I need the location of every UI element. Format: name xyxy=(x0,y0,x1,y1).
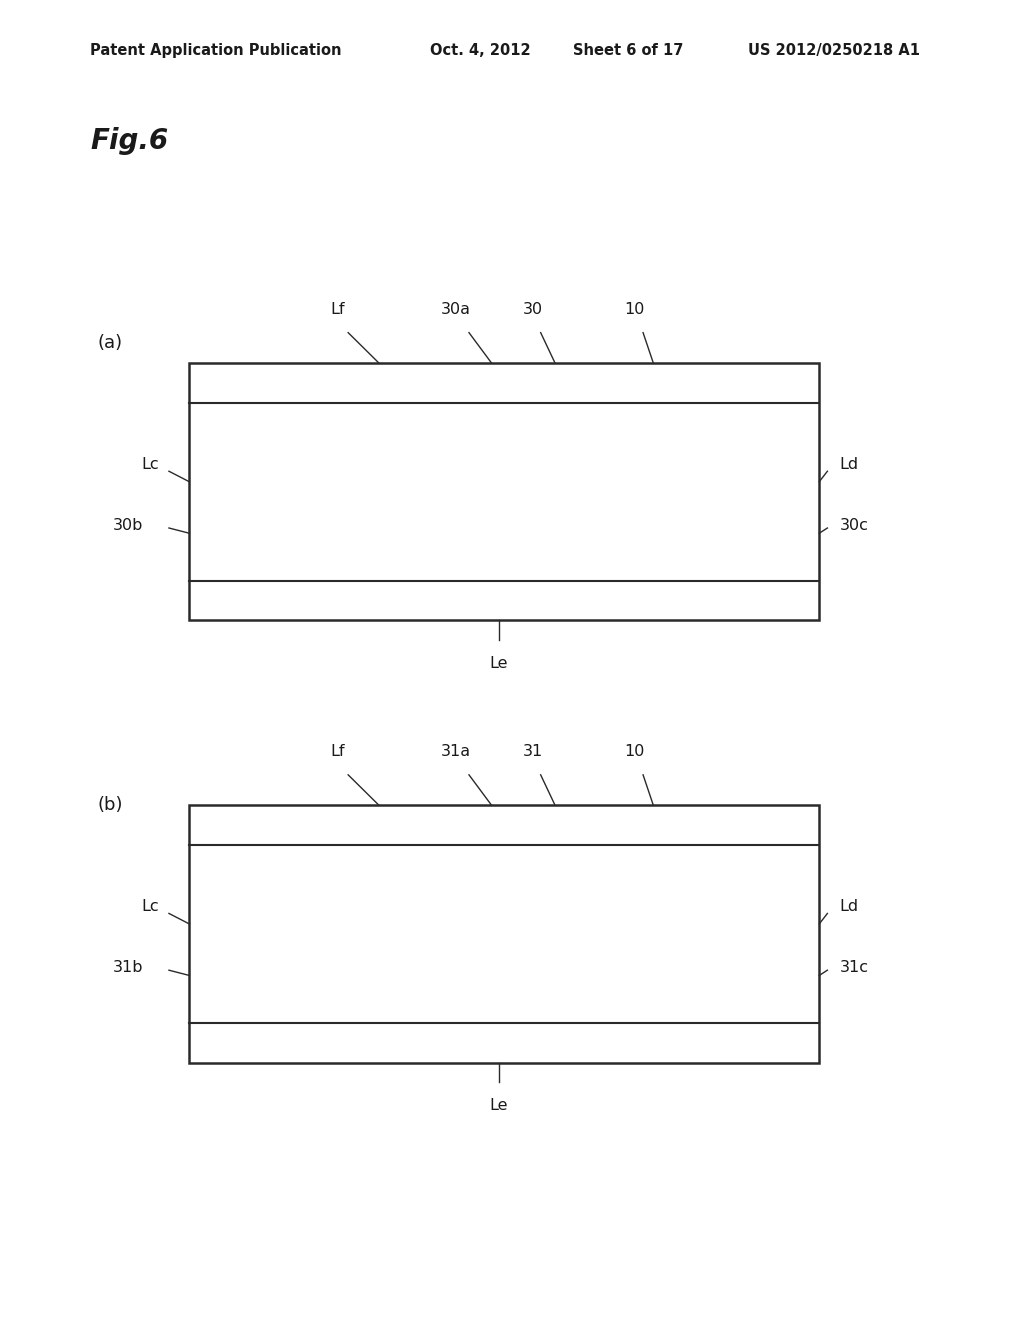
Text: Lc: Lc xyxy=(141,899,159,915)
Text: 30c: 30c xyxy=(840,517,868,533)
Text: Patent Application Publication: Patent Application Publication xyxy=(90,42,342,58)
Text: Ld: Ld xyxy=(840,457,859,473)
Text: 30a: 30a xyxy=(440,302,471,317)
Bar xyxy=(189,363,819,620)
Text: Le: Le xyxy=(489,656,508,671)
Text: Ld: Ld xyxy=(840,899,859,915)
Text: Oct. 4, 2012: Oct. 4, 2012 xyxy=(430,42,530,58)
Text: 31: 31 xyxy=(522,744,543,759)
Text: 10: 10 xyxy=(625,744,645,759)
Text: (a): (a) xyxy=(97,334,123,352)
Bar xyxy=(189,805,819,1063)
Text: Fig.6: Fig.6 xyxy=(90,127,168,156)
Text: Sheet 6 of 17: Sheet 6 of 17 xyxy=(573,42,684,58)
Text: Lf: Lf xyxy=(331,744,345,759)
Text: 31b: 31b xyxy=(113,960,143,975)
Text: 31a: 31a xyxy=(440,744,471,759)
Text: 10: 10 xyxy=(625,302,645,317)
Text: Lf: Lf xyxy=(331,302,345,317)
Text: Lc: Lc xyxy=(141,457,159,473)
Text: (b): (b) xyxy=(97,796,123,814)
Text: 30b: 30b xyxy=(113,517,143,533)
Text: 31c: 31c xyxy=(840,960,868,975)
Text: Le: Le xyxy=(489,1098,508,1113)
Text: 30: 30 xyxy=(522,302,543,317)
Text: US 2012/0250218 A1: US 2012/0250218 A1 xyxy=(748,42,920,58)
